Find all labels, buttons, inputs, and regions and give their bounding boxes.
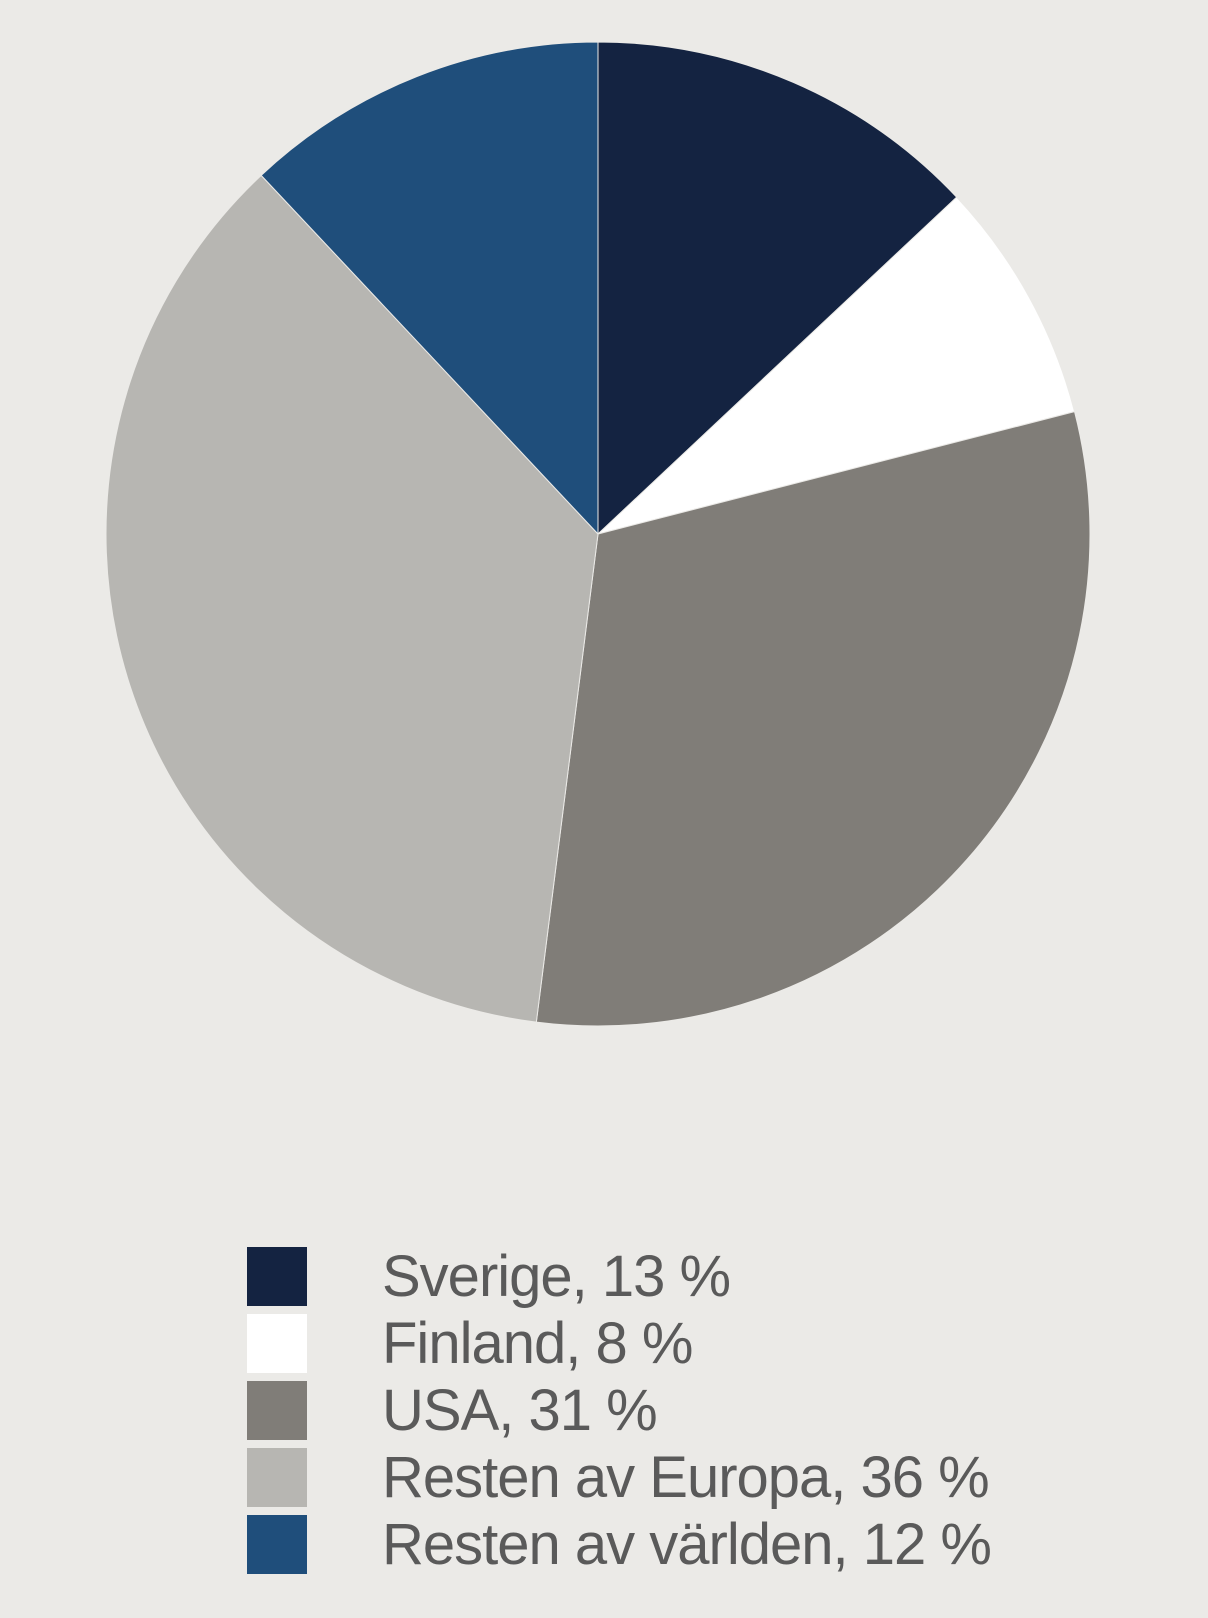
legend-label: Finland, 8 % — [382, 1311, 693, 1376]
legend-swatch — [247, 1314, 307, 1373]
legend: Sverige, 13 % Finland, 8 % USA, 31 % Res… — [247, 1243, 992, 1578]
legend-item-resten-av-europa: Resten av Europa, 36 % — [247, 1444, 991, 1511]
legend-item-finland: Finland, 8 % — [247, 1310, 991, 1377]
pie-slice-finland — [597, 196, 1076, 535]
legend-label: USA, 31 % — [382, 1378, 658, 1443]
pie-slice-resten-av-europa — [105, 174, 599, 1023]
pie-slice-resten-av-v-rlden — [260, 41, 599, 536]
legend-swatch — [247, 1247, 307, 1306]
legend-swatch — [247, 1381, 307, 1440]
legend-label: Resten av världen, 12 % — [382, 1512, 992, 1577]
legend-label: Sverige, 13 % — [382, 1244, 731, 1309]
legend-swatch — [247, 1448, 307, 1507]
legend-label: Resten av Europa, 36 % — [382, 1445, 990, 1510]
legend-item-usa: USA, 31 % — [247, 1377, 991, 1444]
pie-slice-sverige — [597, 41, 958, 536]
legend-item-sverige: Sverige, 13 % — [247, 1243, 991, 1310]
legend-item-resten-av-varlden: Resten av världen, 12 % — [247, 1511, 992, 1578]
legend-swatch — [247, 1515, 307, 1574]
pie-chart — [105, 41, 1091, 1027]
pie-slice-usa — [535, 411, 1091, 1027]
